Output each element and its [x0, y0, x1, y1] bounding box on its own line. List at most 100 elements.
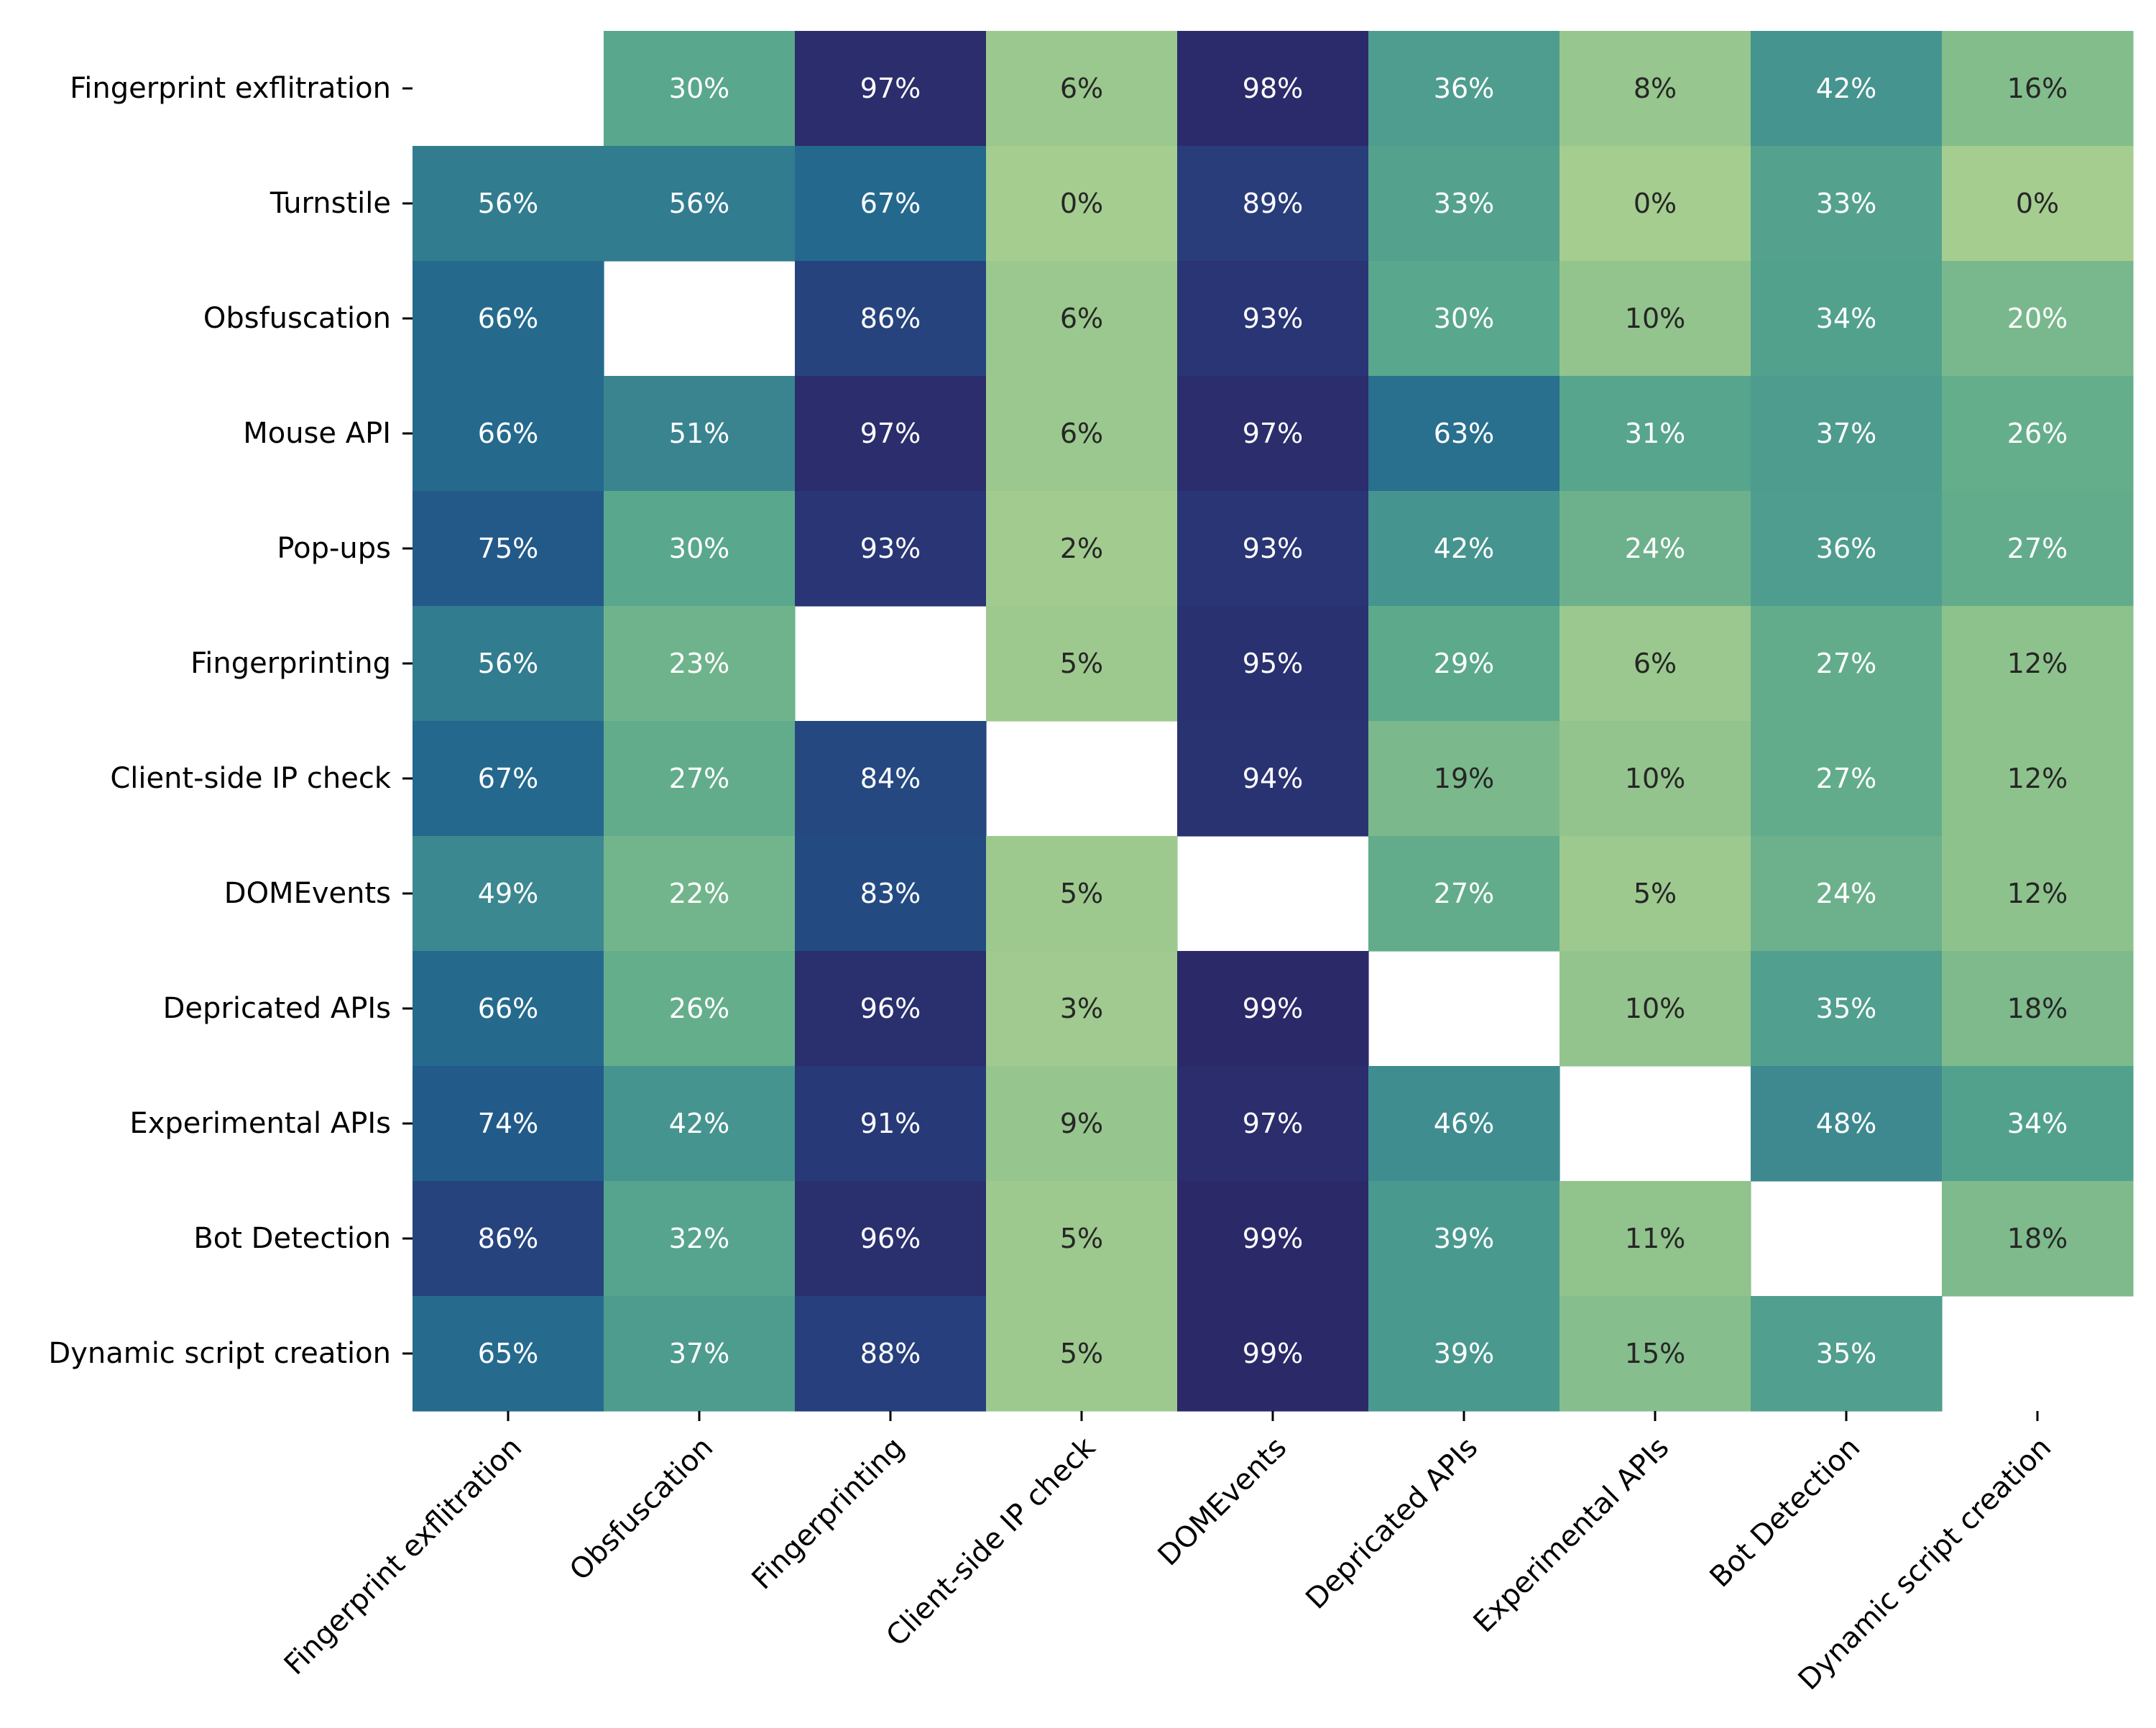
heatmap-cell [795, 261, 987, 377]
heatmap-cell [413, 1296, 604, 1412]
heatmap-cell [986, 1296, 1178, 1412]
cell-value-label: 98% [1243, 73, 1303, 104]
heatmap-cell [1560, 261, 1751, 377]
heatmap-cell [1751, 606, 1943, 722]
cell-value-label: 23% [669, 648, 729, 679]
heatmap-cell [413, 1066, 604, 1182]
cell-value-label: 20% [2007, 303, 2068, 334]
cell-value-label: 29% [1434, 648, 1494, 679]
heatmap-cell [1177, 1296, 1369, 1412]
x-tick-label: Fingerprint exflitration [278, 1431, 529, 1682]
cell-value-label: 12% [2007, 878, 2068, 909]
heatmap-cell [1751, 1296, 1943, 1412]
cell-value-label: 12% [2007, 648, 2068, 679]
heatmap-cell [413, 146, 604, 262]
cell-value-label: 56% [669, 188, 729, 219]
heatmap-cell [795, 491, 987, 607]
cell-value-label: 96% [860, 993, 921, 1024]
cell-value-label: 6% [1060, 303, 1103, 334]
heatmap-cell [986, 261, 1178, 377]
heatmap-cell [986, 1066, 1178, 1182]
y-tick-label: Dynamic script creation [48, 1337, 391, 1370]
cell-value-label: 46% [1434, 1108, 1494, 1139]
cell-value-label: 19% [1434, 763, 1494, 794]
heatmap-cell [1368, 1066, 1560, 1182]
cell-value-label: 97% [860, 418, 921, 449]
cell-value-label: 42% [1816, 73, 1876, 104]
cell-value-label: 89% [1243, 188, 1303, 219]
cell-value-label: 30% [1434, 303, 1494, 334]
heatmap-cell [1368, 146, 1560, 262]
heatmap-cell [1177, 261, 1369, 377]
heatmap-cell [604, 376, 796, 492]
heatmap-cell [413, 376, 604, 492]
heatmap-cell [986, 491, 1178, 607]
heatmap-cell [1942, 491, 2134, 607]
heatmap-cell [604, 491, 796, 607]
heatmap-cell [1942, 836, 2134, 952]
heatmap-cell [795, 1181, 987, 1297]
heatmap-cell [986, 376, 1178, 492]
cell-value-label: 48% [1816, 1108, 1876, 1139]
cell-value-label: 66% [478, 418, 538, 449]
heatmap-cell [795, 836, 987, 952]
heatmap-cell [413, 261, 604, 377]
heatmap-cell [1942, 606, 2134, 722]
cell-value-label: 6% [1060, 418, 1103, 449]
cell-value-label: 66% [478, 993, 538, 1024]
cell-value-label: 26% [2007, 418, 2068, 449]
heatmap-cell [1560, 1296, 1751, 1412]
heatmap-cell [1368, 491, 1560, 607]
y-tick-label: Turnstile [270, 187, 391, 220]
cell-value-label: 18% [2007, 1223, 2068, 1254]
cell-value-label: 30% [669, 533, 729, 564]
cell-value-label: 39% [1434, 1223, 1494, 1254]
cell-value-label: 26% [669, 993, 729, 1024]
cell-value-label: 35% [1816, 1338, 1876, 1369]
cell-value-label: 83% [860, 878, 921, 909]
x-tick-label: Experimental APIs [1468, 1431, 1676, 1640]
cell-value-label: 6% [1634, 648, 1677, 679]
heatmap-cell [1560, 146, 1751, 262]
y-tick-label: Fingerprint exflitration [70, 72, 391, 105]
heatmap-cell [986, 606, 1178, 722]
heatmap-cell [1942, 261, 2134, 377]
heatmap-cell [1942, 146, 2134, 262]
heatmap-cell [1751, 721, 1943, 837]
y-tick-label: Client-side IP check [110, 762, 391, 795]
cell-value-label: 37% [669, 1338, 729, 1369]
cell-value-label: 93% [1243, 533, 1303, 564]
heatmap-cell [1368, 376, 1560, 492]
cell-value-label: 42% [1434, 533, 1494, 564]
cell-value-label: 11% [1625, 1223, 1685, 1254]
cell-value-label: 22% [669, 878, 729, 909]
cell-value-label: 75% [478, 533, 538, 564]
x-tick-label: Depricated APIs [1299, 1431, 1484, 1616]
heatmap-cell [413, 606, 604, 722]
heatmap-cell [795, 1296, 987, 1412]
cell-value-label: 88% [860, 1338, 921, 1369]
cell-value-label: 99% [1243, 1338, 1303, 1369]
heatmap-cell [1942, 951, 2134, 1067]
heatmap-cell [1560, 606, 1751, 722]
cell-value-label: 5% [1060, 648, 1103, 679]
cell-value-label: 10% [1625, 303, 1685, 334]
heatmap-cell [986, 951, 1178, 1067]
cell-value-label: 97% [860, 73, 921, 104]
cell-value-label: 5% [1060, 1338, 1103, 1369]
heatmap-cell [986, 1181, 1178, 1297]
cell-value-label: 5% [1060, 1223, 1103, 1254]
heatmap-cell [1560, 951, 1751, 1067]
heatmap-cell [413, 721, 604, 837]
cell-value-label: 16% [2007, 73, 2068, 104]
heatmap-cell [1751, 1066, 1943, 1182]
heatmap-cell [604, 1296, 796, 1412]
y-tick-label: Bot Detection [193, 1222, 391, 1255]
cell-value-label: 42% [669, 1108, 729, 1139]
heatmap-cell [413, 951, 604, 1067]
heatmap-cell [795, 951, 987, 1067]
heatmap-cell [1177, 1181, 1369, 1297]
heatmap-cell [604, 951, 796, 1067]
heatmap-cell [604, 721, 796, 837]
